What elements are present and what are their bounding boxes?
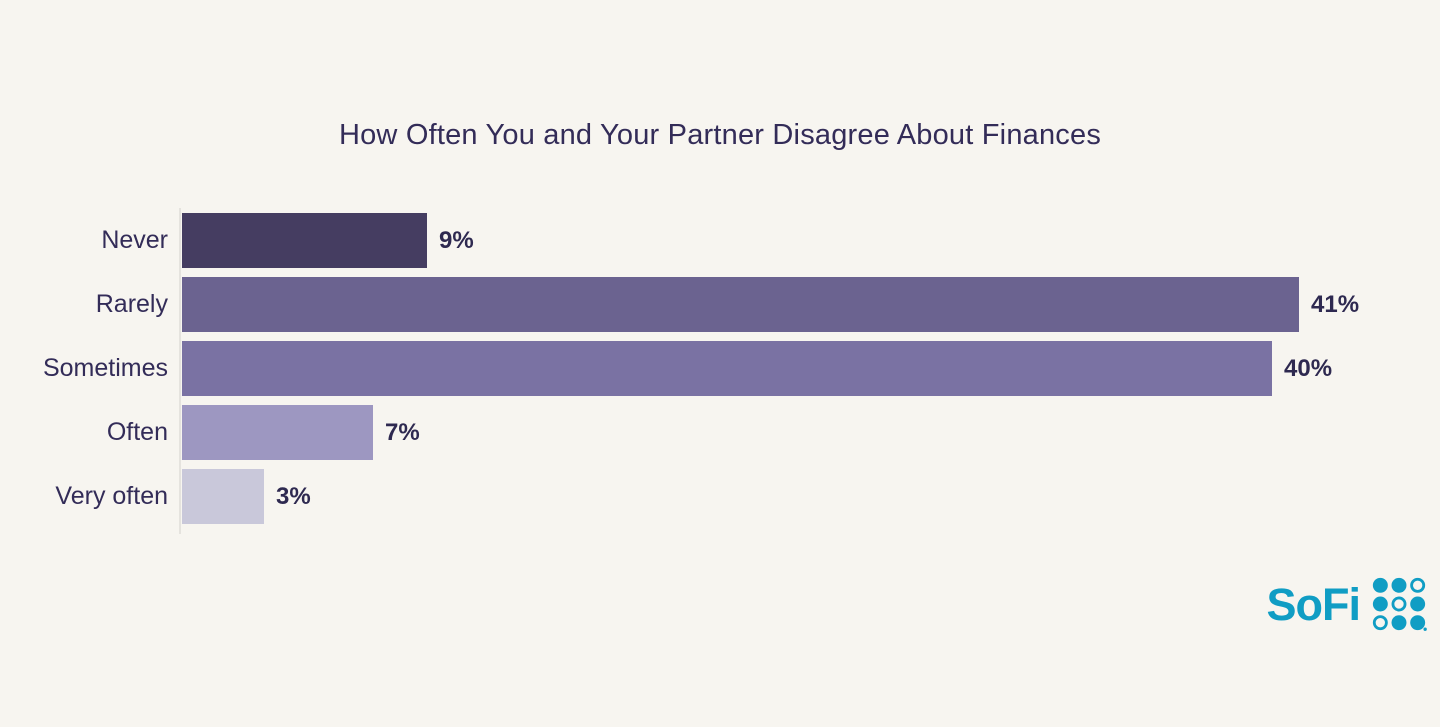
bar-track: 3%	[182, 469, 311, 524]
dot-outline	[1391, 596, 1407, 612]
dot-outline	[1410, 577, 1426, 593]
category-label: Rarely	[95, 290, 168, 318]
bar-track: 41%	[182, 277, 1359, 332]
chart-row: Never 9%	[0, 213, 1440, 277]
bar	[182, 213, 427, 268]
chart-row: Rarely 41%	[0, 277, 1440, 341]
value-label: 7%	[385, 418, 420, 446]
category-label: Very often	[55, 482, 168, 510]
dot-filled	[1410, 596, 1426, 612]
value-label: 40%	[1284, 354, 1333, 382]
dot-filled	[1391, 615, 1407, 631]
sofi-logo: SoFi	[1267, 576, 1428, 632]
dot-filled	[1410, 615, 1426, 631]
bar-track: 9%	[182, 213, 474, 268]
chart-row: Very often 3%	[0, 469, 1440, 533]
category-label: Sometimes	[42, 354, 168, 382]
category-label: Often	[106, 418, 168, 446]
sofi-wordmark: SoFi	[1266, 578, 1361, 630]
chart-row: Sometimes 40%	[0, 341, 1440, 405]
bar	[182, 277, 1299, 332]
dot-filled	[1372, 596, 1388, 612]
dot-filled	[1391, 577, 1407, 593]
chart-title: How Often You and Your Partner Disagree …	[338, 119, 1102, 151]
value-label: 41%	[1311, 290, 1360, 318]
bar	[182, 469, 264, 524]
value-label: 9%	[439, 226, 474, 254]
chart-row: Often 7%	[0, 405, 1440, 469]
dot-outline	[1372, 615, 1388, 631]
bar	[182, 341, 1272, 396]
dot-filled	[1372, 577, 1388, 593]
bar	[182, 405, 373, 460]
trademark-dot	[1423, 627, 1427, 631]
bar-chart: Never 9% Rarely 41% Sometimes 40% Often 7% Very …	[0, 213, 1440, 533]
sofi-dots-icon	[1372, 577, 1427, 631]
category-label: Never	[101, 226, 168, 254]
y-axis-line	[179, 208, 181, 534]
bar-track: 7%	[182, 405, 420, 460]
bar-track: 40%	[182, 341, 1332, 396]
value-label: 3%	[276, 482, 311, 510]
